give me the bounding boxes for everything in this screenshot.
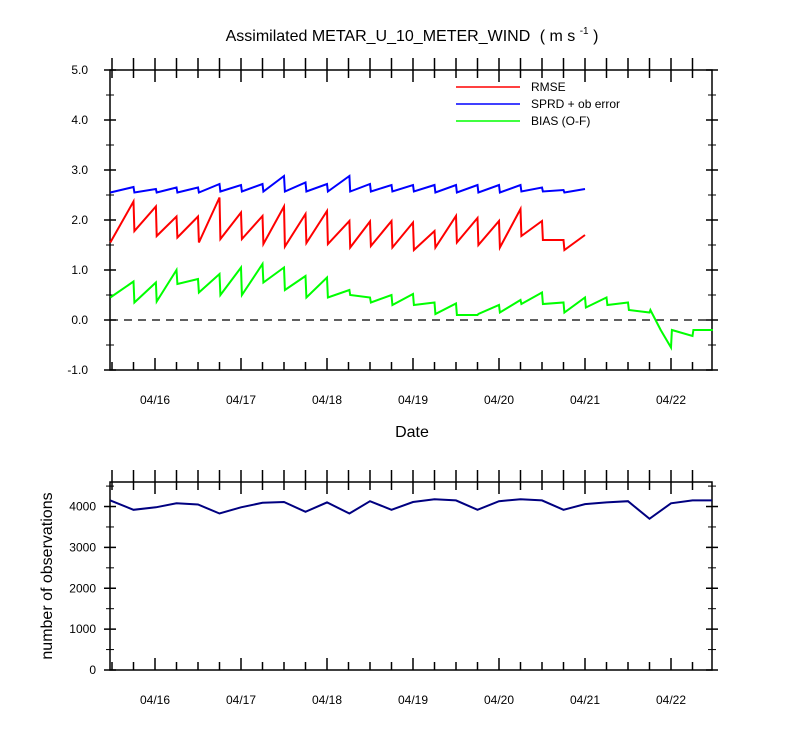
- top-panel: 04/16 04/17 04/18 04/19 04/20 04/21 04/22 5.0 4.…: [67, 58, 718, 441]
- bottom-x-tick-label: 04/17: [226, 693, 256, 707]
- bottom-x-tick-label: 04/21: [570, 693, 600, 707]
- bottom-x-tick-label: 04/20: [484, 693, 514, 707]
- top-series-lines: [109, 174, 713, 351]
- top-x-tick-label: 04/20: [484, 393, 514, 407]
- top-series-line-0: [109, 197, 586, 253]
- chart-title-units-prefix: ( m s: [540, 28, 576, 45]
- bottom-y-tick-label: 4000: [69, 500, 96, 514]
- top-x-tick-label: 04/19: [398, 393, 428, 407]
- top-x-tick-label: 04/16: [140, 393, 170, 407]
- bottom-axes: 04/16 04/17 04/18 04/19 04/20 04/21 04/22 4000 3…: [69, 470, 718, 707]
- bottom-series-line-0: [109, 498, 712, 521]
- top-x-tick-label: 04/21: [570, 393, 600, 407]
- top-series-line-2: [109, 260, 713, 351]
- bottom-x-tick-label: 04/22: [656, 693, 686, 707]
- bottom-x-tick-label: 04/16: [140, 693, 170, 707]
- y-axis-title-observations: number of observations: [39, 492, 56, 659]
- chart-title: Assimilated METAR_U_10_METER_WIND ( m s …: [226, 21, 599, 45]
- bottom-x-tick-label: 04/18: [312, 693, 342, 707]
- top-plot-frame: [109, 69, 713, 371]
- chart-title-main: Assimilated METAR_U_10_METER_WIND: [226, 28, 531, 45]
- bottom-x-tick-label: 04/19: [398, 693, 428, 707]
- legend-label: RMSE: [531, 80, 566, 94]
- bottom-y-tick-label: 1000: [69, 622, 96, 636]
- bottom-y-tick-label: 0: [89, 663, 96, 677]
- top-y-tick-label: -1.0: [67, 363, 88, 377]
- top-y-tick-label: 4.0: [71, 113, 88, 127]
- bottom-panel: 04/16 04/17 04/18 04/19 04/20 04/21 04/22 4000 3…: [39, 470, 718, 707]
- top-y-tick-label: 2.0: [71, 213, 88, 227]
- top-y-tick-label: 3.0: [71, 163, 88, 177]
- top-series-line-1: [110, 174, 586, 194]
- chart-title-units-exponent: -1: [580, 26, 589, 37]
- bottom-plot-frame: [109, 481, 713, 671]
- bottom-series-lines: [109, 498, 712, 521]
- top-x-tick-label: 04/22: [656, 393, 686, 407]
- bottom-y-tick-label: 3000: [69, 540, 96, 554]
- legend-label: BIAS (O-F): [531, 114, 590, 128]
- top-y-tick-label: 0.0: [71, 313, 88, 327]
- legend-label: SPRD + ob error: [531, 97, 620, 111]
- top-y-tick-label: 1.0: [71, 263, 88, 277]
- top-axes: 04/16 04/17 04/18 04/19 04/20 04/21 04/22 5.0 4.…: [67, 58, 718, 407]
- chart-title-units-suffix: ): [593, 28, 598, 45]
- x-axis-title: Date: [395, 424, 429, 441]
- legend: RMSE SPRD + ob error BIAS (O-F): [456, 80, 620, 128]
- top-x-tick-label: 04/18: [312, 393, 342, 407]
- top-x-tick-label: 04/17: [226, 393, 256, 407]
- bottom-y-tick-label: 2000: [69, 581, 96, 595]
- top-y-tick-label: 5.0: [71, 63, 88, 77]
